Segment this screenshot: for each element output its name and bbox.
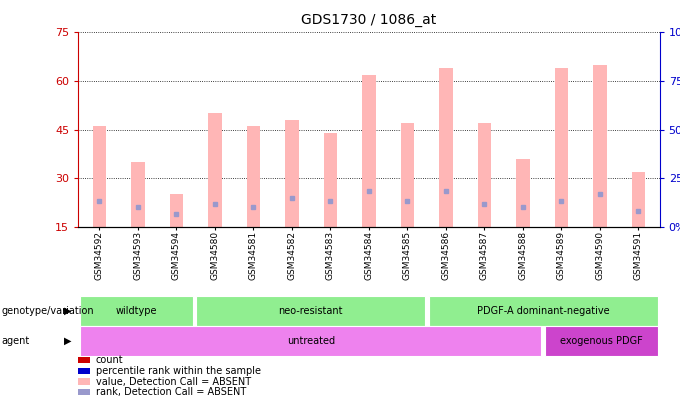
Text: neo-resistant: neo-resistant [279,306,343,316]
Bar [477,123,491,227]
Bar [169,194,183,227]
Text: agent: agent [1,336,30,346]
Title: GDS1730 / 1086_at: GDS1730 / 1086_at [301,13,437,27]
Text: value, Detection Call = ABSENT: value, Detection Call = ABSENT [96,377,251,386]
Text: untreated: untreated [287,336,335,346]
Bar [632,172,645,227]
Bar [208,113,222,227]
Bar [516,159,530,227]
Bar [131,162,145,227]
Text: ▶: ▶ [64,336,71,346]
Text: ▶: ▶ [64,306,71,316]
Bar [324,133,337,227]
Bar [285,120,299,227]
Bar [362,75,375,227]
Text: rank, Detection Call = ABSENT: rank, Detection Call = ABSENT [96,387,246,397]
Text: genotype/variation: genotype/variation [1,306,94,316]
Text: count: count [96,356,124,365]
Text: exogenous PDGF: exogenous PDGF [560,336,643,346]
Bar [247,126,260,227]
Bar [92,126,106,227]
Text: PDGF-A dominant-negative: PDGF-A dominant-negative [477,306,610,316]
Bar [593,65,607,227]
Bar [439,68,453,227]
Text: wildtype: wildtype [116,306,157,316]
Bar [401,123,414,227]
Text: percentile rank within the sample: percentile rank within the sample [96,366,261,376]
Bar [555,68,568,227]
